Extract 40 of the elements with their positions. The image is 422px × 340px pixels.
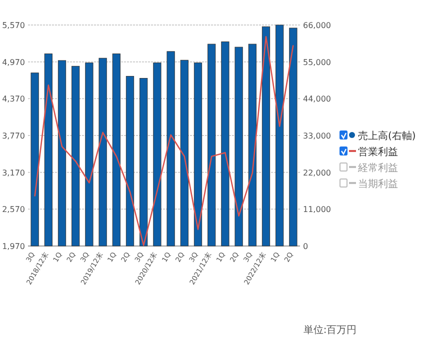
bar: [126, 76, 134, 246]
bar: [262, 26, 270, 246]
bar: [234, 46, 243, 246]
y-tick-label: 4,970: [2, 58, 25, 67]
bar: [166, 51, 175, 246]
bar: [248, 44, 256, 246]
bar: [58, 60, 66, 246]
y-tick-label: 1,970: [2, 242, 25, 251]
legend-label: 当期利益: [358, 178, 398, 190]
bar: [221, 41, 230, 246]
bar: [72, 66, 80, 246]
y-tick-label: 3,770: [2, 132, 25, 140]
y2-tick-label: 33,000: [303, 132, 331, 140]
bar: [140, 78, 148, 246]
bar: [85, 62, 94, 246]
y2-tick-label: 66,000: [303, 21, 331, 30]
bar: [276, 24, 284, 246]
bar: [98, 58, 107, 246]
bar: [208, 44, 216, 246]
y-tick-label: 4,370: [2, 94, 25, 104]
y-tick-label: 2,570: [2, 205, 25, 214]
y2-tick-label: 0: [303, 242, 308, 251]
bar: [153, 62, 162, 246]
bar: [44, 54, 52, 246]
bar: [289, 28, 298, 246]
line-series: [34, 36, 294, 246]
legend-label: 売上高(右軸): [358, 130, 416, 142]
y2-tick-label: 22,000: [303, 168, 331, 178]
bar: [30, 72, 39, 246]
y-tick-label: 5,570: [2, 21, 25, 30]
y2-tick-label: 11,000: [303, 205, 331, 214]
y2-tick-label: 55,000: [303, 58, 331, 67]
legend-label: 営業利益: [358, 146, 398, 158]
legend-label: 経常利益: [357, 162, 398, 174]
y2-tick-label: 44,000: [303, 94, 331, 104]
y-tick-label: 3,170: [2, 168, 25, 178]
bar: [180, 60, 188, 246]
text: 単位:百万円: [303, 324, 357, 336]
bar: [194, 62, 202, 246]
bar: [112, 54, 120, 246]
